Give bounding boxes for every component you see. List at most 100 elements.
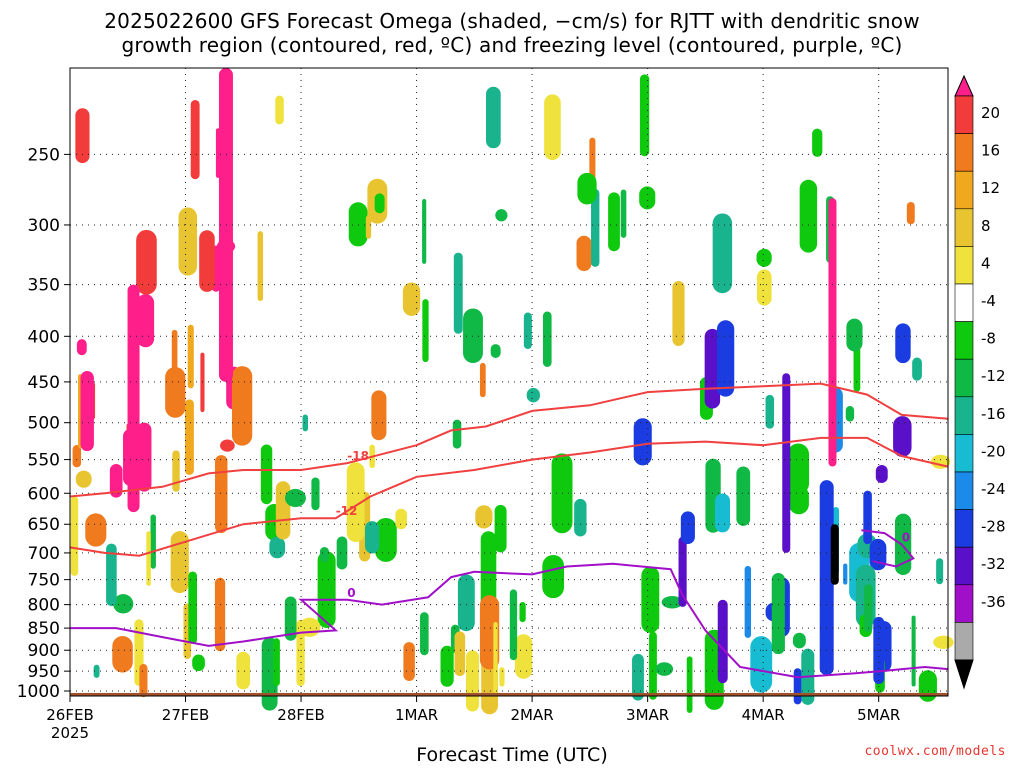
omega-shade-cell [869,538,887,571]
omega-shade-cell [93,664,100,678]
omega-shade-cell [440,645,454,687]
contour-line [69,382,949,498]
omega-shade-cell [146,531,151,586]
omega-shade-cell [466,650,479,712]
omega-shade-cell [633,418,652,466]
omega-shade-cell [80,370,94,452]
x-tick-label: 27FEB [162,706,209,724]
chart-title-line-2: growth region (contoured, red, ºC) and f… [121,33,903,57]
omega-core-feature [828,198,837,467]
omega-shade-cell [72,444,82,468]
omega-shade-cell [906,202,915,225]
omega-shade-cell [649,631,657,700]
y-tick-label: 300 [28,216,60,236]
contour-label: -12 [336,504,358,518]
omega-shade-cell [457,574,475,632]
omega-shade-cell [422,198,427,264]
omega-shade-cell [188,571,198,644]
colorbar-label: 12 [981,179,1000,197]
omega-shade-cell [454,631,466,677]
omega-shade-cell [799,179,818,253]
omega-shade-cell [215,455,228,534]
y-tick-label: 250 [28,145,60,165]
colorbar-label: 4 [981,254,991,272]
omega-shade-cell [85,513,107,547]
colorbar-segment [954,358,974,398]
omega-core-feature [819,480,834,676]
omega-shade-cell [365,215,372,239]
contour-label: 0 [902,531,910,545]
colorbar-segment [954,434,974,473]
omega-shade-cell [639,74,650,157]
omega-shade-cell [894,513,912,576]
omega-shade-cell [403,642,415,681]
omega-shade-cell [712,213,733,294]
omega-shade-cell [591,189,600,267]
colorbar-segment [954,509,974,548]
y-tick-label: 1000 [17,682,60,702]
colorbar-segment [954,246,974,285]
omega-shade-cell [519,601,526,623]
omega-shade-cell [453,252,463,334]
omega-shade-cell [864,584,873,633]
colorbar-segment [954,133,974,172]
omega-shade-cell [275,95,284,125]
x-tick-label: 1MAR [395,706,438,724]
omega-shade-cell [70,496,79,576]
omega-shade-cell [220,439,235,452]
omega-shade-cell [76,339,87,356]
y-tick-label: 750 [28,571,60,591]
omega-shade-cell [843,563,848,585]
colorbar-label: -36 [981,593,1006,611]
omega-shade-cell [420,612,429,656]
omega-shade-cell [374,517,397,562]
omega-shade-cell [113,594,134,614]
contour-label: 0 [347,586,355,600]
omega-shade-cell [269,536,286,559]
colorbar-label: -32 [981,555,1006,573]
omega-shade-cell [494,504,507,553]
omega-shade-cell [812,128,823,157]
omega-shade-cell [875,465,888,484]
omega-shade-cell [672,281,685,347]
x-tick-label: 5MAR [857,706,900,724]
omega-shade-cell [911,615,916,687]
colorbar-label: -20 [981,442,1006,460]
omega-shade-cell [184,399,194,475]
colorbar-label: -16 [981,405,1006,423]
colorbar-label: -4 [981,292,996,310]
omega-shade-cell [499,667,505,687]
y-tick-label: 450 [28,373,60,393]
omega-shade-cell [632,653,644,701]
y-tick-label: 600 [28,484,60,504]
omega-shade-cell [170,531,189,594]
omega-shade-cell [402,282,421,316]
x-tick-label: 26FEB [46,706,93,724]
colorbar-label: 8 [981,217,991,235]
omega-shade-cell [136,229,157,295]
colorbar-segment [954,546,974,586]
omega-shade-cell [109,463,123,498]
omega-shade-cell [284,596,297,641]
y-tick-label: 900 [28,641,60,661]
omega-shade-cell [311,477,320,511]
omega-shade-cell [918,670,937,702]
colorbar-segment [954,396,974,435]
omega-shade-cell [680,511,695,545]
omega-shade-cell [792,632,806,649]
colorbar-segment [954,471,974,510]
omega-shade-cell [793,668,802,705]
omega-shade-cell [523,312,532,350]
omega-shade-cell [480,531,497,609]
omega-shade-cell [296,619,305,687]
omega-shade-cell [317,551,336,628]
omega-shade-cell [336,536,348,570]
omega-shade-cell [846,318,863,352]
chart-title-line-1: 2025022600 GFS Forecast Omega (shaded, −… [104,9,920,33]
omega-shade-cell [771,572,785,655]
omega-shade-cell [371,390,387,441]
x-tick-label: 2MAR [511,706,554,724]
colorbar-label: -28 [981,518,1006,536]
omega-shade-cell [641,566,660,633]
